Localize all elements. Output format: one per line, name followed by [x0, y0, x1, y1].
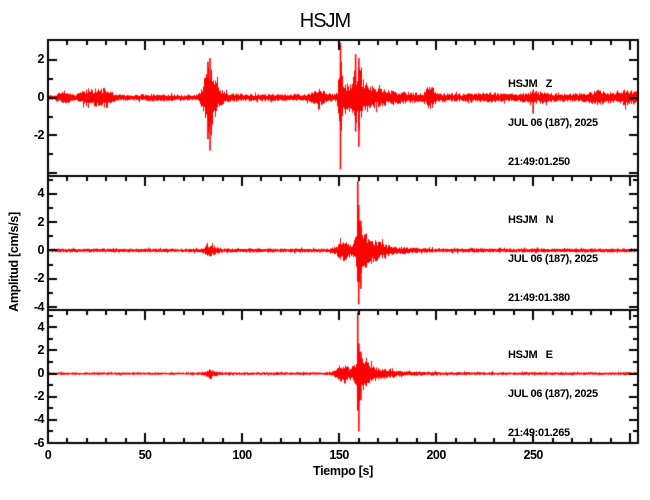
panel-e-time-label: 21:49:01.265	[508, 427, 570, 439]
x-tick-label: 250	[523, 448, 544, 462]
y-tick-label: 4	[37, 186, 45, 201]
y-tick-label: 4	[37, 319, 45, 334]
y-tick-label: -2	[33, 271, 45, 286]
x-tick-label: 200	[426, 448, 446, 462]
y-tick-label: 2	[37, 342, 45, 357]
panel-n-time-label: 21:49:01.380	[508, 292, 570, 304]
y-tick-label: -2	[33, 127, 45, 142]
panel-n-date-label: JUL 06 (187), 2025	[508, 253, 598, 265]
y-tick-label: -4	[33, 299, 45, 314]
y-tick-label: -6	[33, 435, 45, 450]
x-axis-label: Tiempo [s]	[313, 464, 373, 478]
panel-e-date-label: JUL 06 (187), 2025	[508, 388, 598, 400]
panel-z-station-label: HSJM Z	[508, 78, 553, 90]
x-tick-label: 50	[138, 448, 152, 462]
y-tick-label: 0	[37, 366, 45, 381]
panel-e-annotation: HSJM E JUL 06 (187), 2025 21:49:01.265	[508, 323, 598, 466]
y-tick-label: 0	[37, 90, 45, 105]
panel-z-date-label: JUL 06 (187), 2025	[508, 117, 598, 129]
panel-n-station-label: HSJM N	[508, 214, 554, 226]
panel-e-station-label: HSJM E	[508, 349, 553, 361]
x-tick-label: 0	[44, 448, 52, 462]
y-axis-label: Amplitud [cm/s/s]	[7, 212, 21, 312]
y-tick-label: 0	[37, 242, 45, 257]
x-tick-label: 150	[329, 448, 349, 462]
figure-title: HSJM	[299, 10, 351, 32]
y-tick-label: 2	[37, 52, 45, 67]
x-tick-label: 100	[232, 448, 252, 462]
panel-z-annotation: HSJM Z JUL 06 (187), 2025 21:49:01.250	[508, 52, 598, 195]
y-tick-label: -2	[33, 389, 45, 404]
panel-n-annotation: HSJM N JUL 06 (187), 2025 21:49:01.380	[508, 188, 598, 331]
y-tick-label: -4	[33, 412, 45, 427]
y-tick-label: 2	[37, 214, 45, 229]
panel-z-time-label: 21:49:01.250	[508, 156, 570, 168]
